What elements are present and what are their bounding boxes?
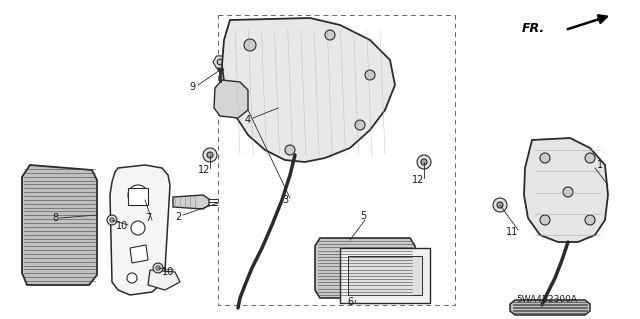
Text: 5: 5 — [360, 211, 366, 221]
Polygon shape — [510, 300, 590, 315]
Polygon shape — [173, 195, 209, 209]
Text: FR.: FR. — [522, 21, 545, 34]
Circle shape — [540, 153, 550, 163]
Circle shape — [493, 198, 507, 212]
Polygon shape — [348, 256, 422, 295]
Circle shape — [107, 215, 117, 225]
Polygon shape — [524, 138, 608, 242]
Polygon shape — [128, 188, 148, 205]
Circle shape — [355, 120, 365, 130]
Text: 12: 12 — [198, 165, 210, 175]
Circle shape — [417, 155, 431, 169]
Circle shape — [203, 148, 217, 162]
Text: 10: 10 — [162, 267, 174, 277]
Polygon shape — [148, 270, 180, 290]
Text: 12: 12 — [412, 175, 424, 185]
Circle shape — [563, 187, 573, 197]
Circle shape — [540, 215, 550, 225]
Polygon shape — [315, 238, 415, 298]
Text: 2: 2 — [175, 212, 181, 222]
Circle shape — [585, 153, 595, 163]
Polygon shape — [222, 18, 395, 162]
Text: 4: 4 — [245, 115, 251, 125]
Polygon shape — [213, 56, 227, 68]
Circle shape — [109, 218, 115, 222]
Text: 10: 10 — [116, 221, 128, 231]
Text: 1: 1 — [597, 160, 603, 170]
Polygon shape — [110, 165, 170, 295]
Circle shape — [207, 152, 213, 158]
Text: 9: 9 — [189, 82, 195, 92]
Polygon shape — [214, 80, 248, 118]
Text: 5WA4B2300A: 5WA4B2300A — [516, 295, 577, 305]
Circle shape — [244, 39, 256, 51]
Circle shape — [421, 159, 427, 165]
Text: 7: 7 — [145, 213, 151, 223]
Circle shape — [156, 266, 160, 270]
Text: 8: 8 — [52, 213, 58, 223]
Circle shape — [131, 221, 145, 235]
Polygon shape — [22, 165, 97, 285]
Text: 11: 11 — [506, 227, 518, 237]
Circle shape — [153, 263, 163, 273]
Circle shape — [585, 215, 595, 225]
Circle shape — [127, 273, 137, 283]
Text: 6: 6 — [347, 297, 353, 307]
Circle shape — [325, 30, 335, 40]
Circle shape — [497, 202, 503, 208]
Circle shape — [217, 59, 223, 65]
Polygon shape — [130, 245, 148, 263]
Text: 3: 3 — [282, 195, 288, 205]
Circle shape — [128, 185, 148, 205]
Circle shape — [365, 70, 375, 80]
Circle shape — [285, 145, 295, 155]
Polygon shape — [340, 248, 430, 303]
